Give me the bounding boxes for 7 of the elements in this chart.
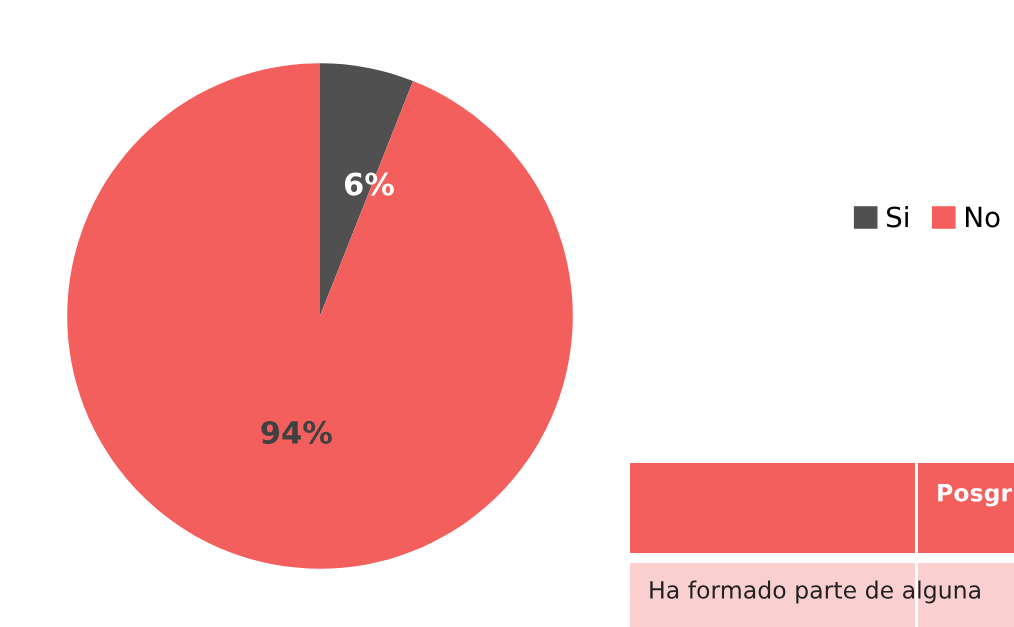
legend-label: No — [965, 206, 1000, 228]
text: Ha formado parte de alguna — [650, 580, 980, 604]
pie-slice — [320, 63, 414, 316]
legend-label: Si — [886, 206, 908, 228]
pie-slice — [67, 63, 573, 569]
data-label: 94% — [261, 420, 332, 444]
text: Posgr — [938, 484, 1013, 507]
